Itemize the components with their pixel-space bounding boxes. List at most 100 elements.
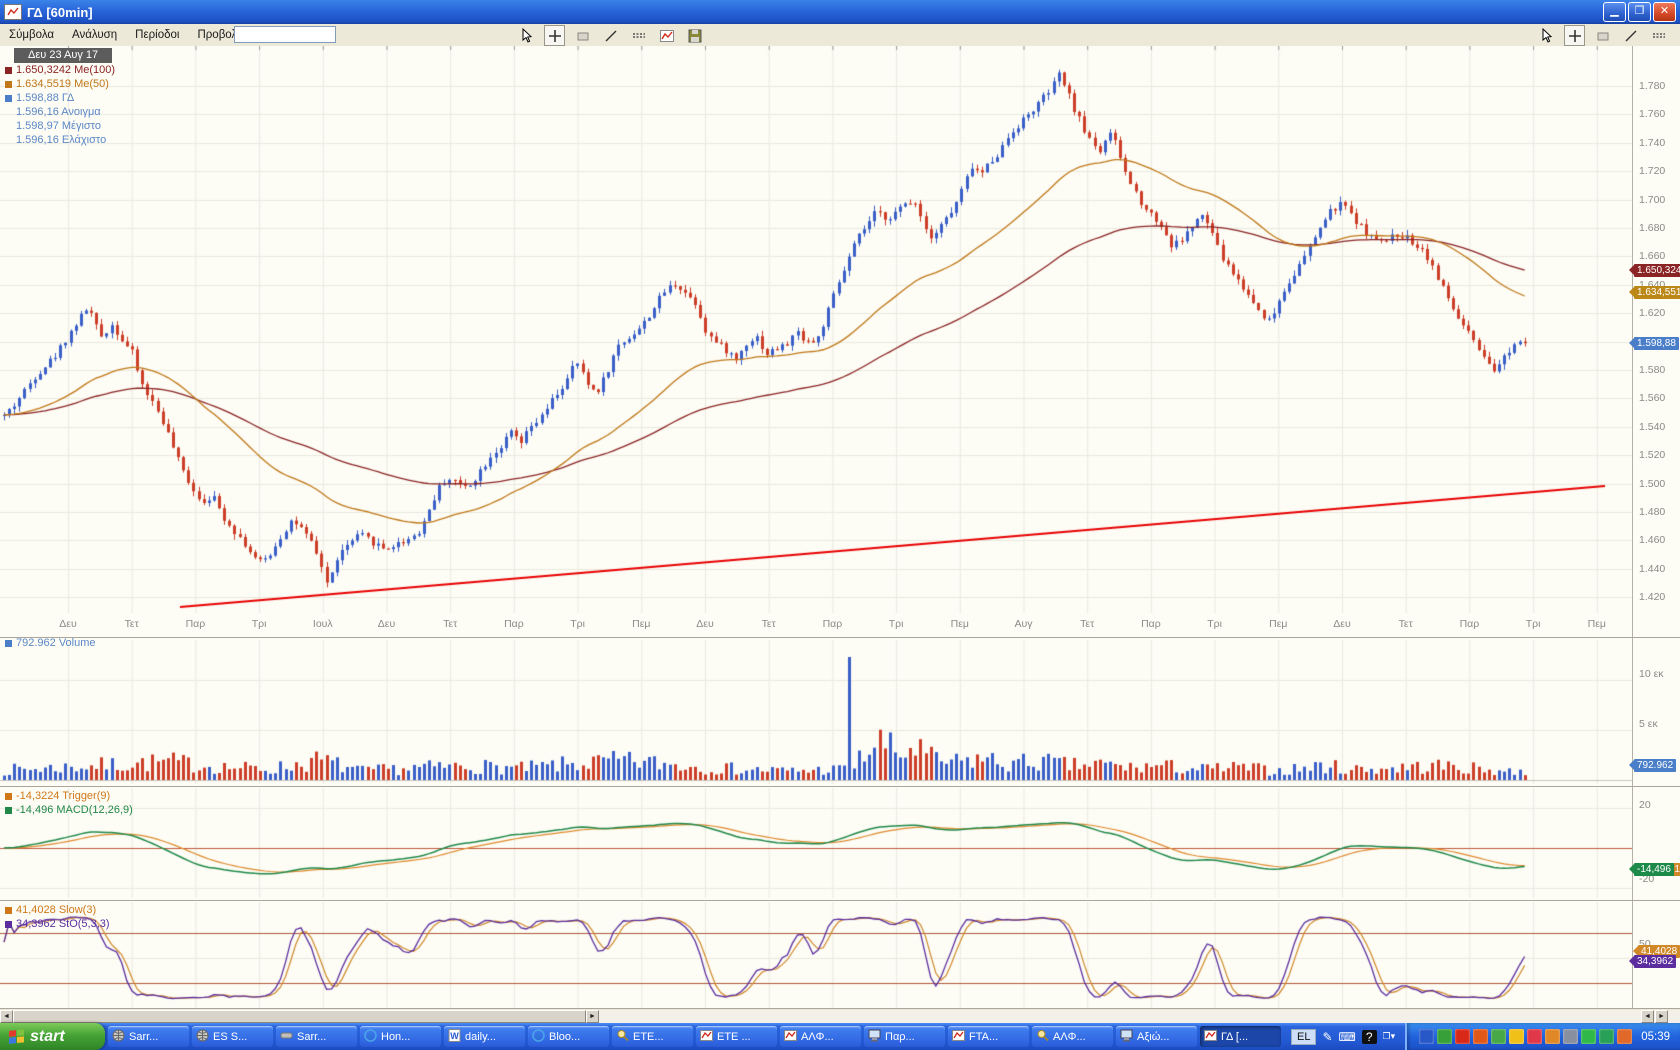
stochastic-chart-canvas[interactable] [0, 902, 1632, 1008]
price-chart-canvas[interactable] [0, 46, 1632, 613]
time-axis-label: Αυγ [1014, 618, 1033, 630]
crosshair-tool-icon[interactable] [1564, 25, 1585, 46]
update-icon[interactable] [1617, 1029, 1633, 1044]
menu-item-1[interactable]: Σύμβολα [9, 29, 55, 41]
save-tool-icon[interactable] [684, 25, 705, 46]
time-axis-label: Τρι [570, 618, 585, 630]
legend-row: -14,3224 Trigger(9) [2, 790, 133, 803]
zoombox-tool-icon[interactable] [1592, 25, 1613, 46]
usb-icon[interactable] [1491, 1029, 1507, 1044]
scrollbar-thumb[interactable] [13, 1010, 586, 1023]
shield-icon[interactable] [1509, 1029, 1525, 1044]
task-label: ETE ... [717, 1030, 751, 1043]
symbol-input[interactable] [234, 26, 336, 43]
legend-text: 1.596,16 Ανοιγμα [16, 106, 101, 118]
legend-text: 34,3962 StO(5,3,3) [16, 918, 110, 930]
cursor-tool-icon[interactable] [1536, 25, 1557, 46]
menu-item-4[interactable]: Προβολή [197, 29, 244, 41]
task-button-12[interactable]: ΑΛΦ... [1032, 1026, 1113, 1047]
task-button-13[interactable]: Αξιώ... [1116, 1026, 1197, 1047]
time-axis-label: Δευ [696, 618, 714, 630]
task-button-6[interactable]: e Bloo... [528, 1026, 609, 1047]
tag-arrow [1629, 338, 1634, 348]
task-magnifier-icon [616, 1029, 629, 1045]
legend-row: 1.598,97 Μέγιστο [2, 120, 115, 133]
price-tag: 792.962 [1629, 759, 1677, 772]
task-label: Sarr... [297, 1030, 327, 1043]
task-button-3[interactable]: Sarr... [276, 1026, 357, 1047]
audio-icon[interactable] [1563, 1029, 1579, 1044]
menu-item-2[interactable]: Ανάλυση [72, 29, 118, 41]
gridstyle-tool-icon[interactable] [1648, 25, 1669, 46]
error-icon[interactable] [1455, 1029, 1471, 1044]
start-button[interactable]: start [0, 1023, 105, 1050]
java-icon[interactable] [1473, 1029, 1489, 1044]
mail-icon[interactable] [1527, 1029, 1543, 1044]
trendline-tool-icon[interactable] [600, 25, 621, 46]
alert-icon[interactable] [1545, 1029, 1561, 1044]
pen-icon[interactable]: ✎ [1322, 1029, 1333, 1044]
language-indicator[interactable]: EL [1291, 1028, 1317, 1045]
time-axis-label: Τρι [251, 618, 267, 630]
task-button-11[interactable]: FTA... [948, 1026, 1029, 1047]
time-axis-label: Τρι [1525, 618, 1541, 630]
network-icon[interactable] [1419, 1029, 1435, 1044]
gridstyle-tool-icon[interactable] [628, 25, 649, 46]
spotify-icon[interactable] [1581, 1029, 1597, 1044]
macd-chart-canvas[interactable] [0, 788, 1632, 898]
zoom-in-button[interactable]: ► [1655, 1010, 1668, 1023]
crosshair-tool-icon[interactable] [544, 25, 565, 46]
time-axis-label: Τετ [761, 618, 776, 630]
macd-axis-label: -20 [1639, 873, 1655, 885]
keyboard-icon[interactable]: ⌨ [1338, 1029, 1356, 1044]
zoombox-tool-icon[interactable] [572, 25, 593, 46]
legend-row: 1.596,16 Ελάχιστο [2, 134, 115, 147]
svg-text:e: e [368, 1031, 373, 1041]
price-axis-label: 1.700 [1639, 193, 1666, 206]
legend-marker [5, 807, 12, 814]
menu-item-3[interactable]: Περίοδοι [135, 29, 180, 41]
task-ie-icon: e [364, 1028, 377, 1045]
newchart-tool-icon[interactable] [656, 25, 677, 46]
menu-items: Σύμβολα Ανάλυση Περίοδοι Προβολή [0, 29, 253, 41]
task-button-2[interactable]: ES S... [192, 1026, 273, 1047]
start-label: start [30, 1027, 65, 1045]
volume-chart-canvas[interactable] [0, 640, 1632, 784]
price-axis-label: 1.780 [1639, 80, 1666, 92]
task-button-10[interactable]: Παρ... [864, 1026, 945, 1047]
trendline-tool-icon[interactable] [1620, 25, 1641, 46]
tray-icons [1419, 1029, 1633, 1044]
legend-row: 1.596,16 Ανοιγμα [2, 106, 115, 119]
price-axis-label: 1.680 [1639, 222, 1666, 234]
task-button-9[interactable]: ΑΛΦ... [780, 1026, 861, 1047]
monitor-tray-icon[interactable] [1599, 1029, 1615, 1044]
scroll-right-button[interactable]: ► [586, 1010, 599, 1023]
task-button-14[interactable]: ΓΔ [... [1200, 1026, 1281, 1047]
task-button-4[interactable]: e Hon... [360, 1026, 441, 1047]
stochastic-axis-label: 50 [1639, 938, 1651, 950]
scroll-left-button[interactable]: ◄ [0, 1010, 13, 1023]
minimize-button[interactable]: ▁ [1603, 2, 1626, 22]
restore-button[interactable]: ❐ [1628, 2, 1651, 22]
legend-text: -14,3224 Trigger(9) [16, 790, 111, 802]
task-label: ΓΔ [... [1221, 1030, 1249, 1043]
newchart-tool-icon[interactable] [1676, 25, 1680, 46]
price-legend: Δευ 23 Αυγ 17 1.650,3242 Me(100) 1.634,55… [2, 48, 115, 147]
close-button[interactable]: ✕ [1653, 2, 1676, 22]
legend-marker [5, 793, 12, 800]
toolbar-options-icon[interactable]: ❐▾ [1382, 1031, 1396, 1041]
zoom-out-button[interactable]: ◄ [1641, 1010, 1654, 1023]
task-button-1[interactable]: Sarr... [108, 1026, 189, 1047]
task-label: ETE... [633, 1030, 664, 1043]
task-label: ΑΛΦ... [1053, 1030, 1086, 1043]
task-button-8[interactable]: ETE ... [696, 1026, 777, 1047]
agent-icon[interactable] [1437, 1029, 1453, 1044]
task-button-7[interactable]: ETE... [612, 1026, 693, 1047]
cursor-tool-icon[interactable] [516, 25, 537, 46]
price-axis-label: 1.540 [1639, 420, 1666, 433]
price-axis-label: 1.420 [1639, 591, 1666, 604]
legend-row: 41,4028 Slow(3) [2, 904, 110, 917]
help-icon[interactable]: ? [1361, 1029, 1377, 1044]
